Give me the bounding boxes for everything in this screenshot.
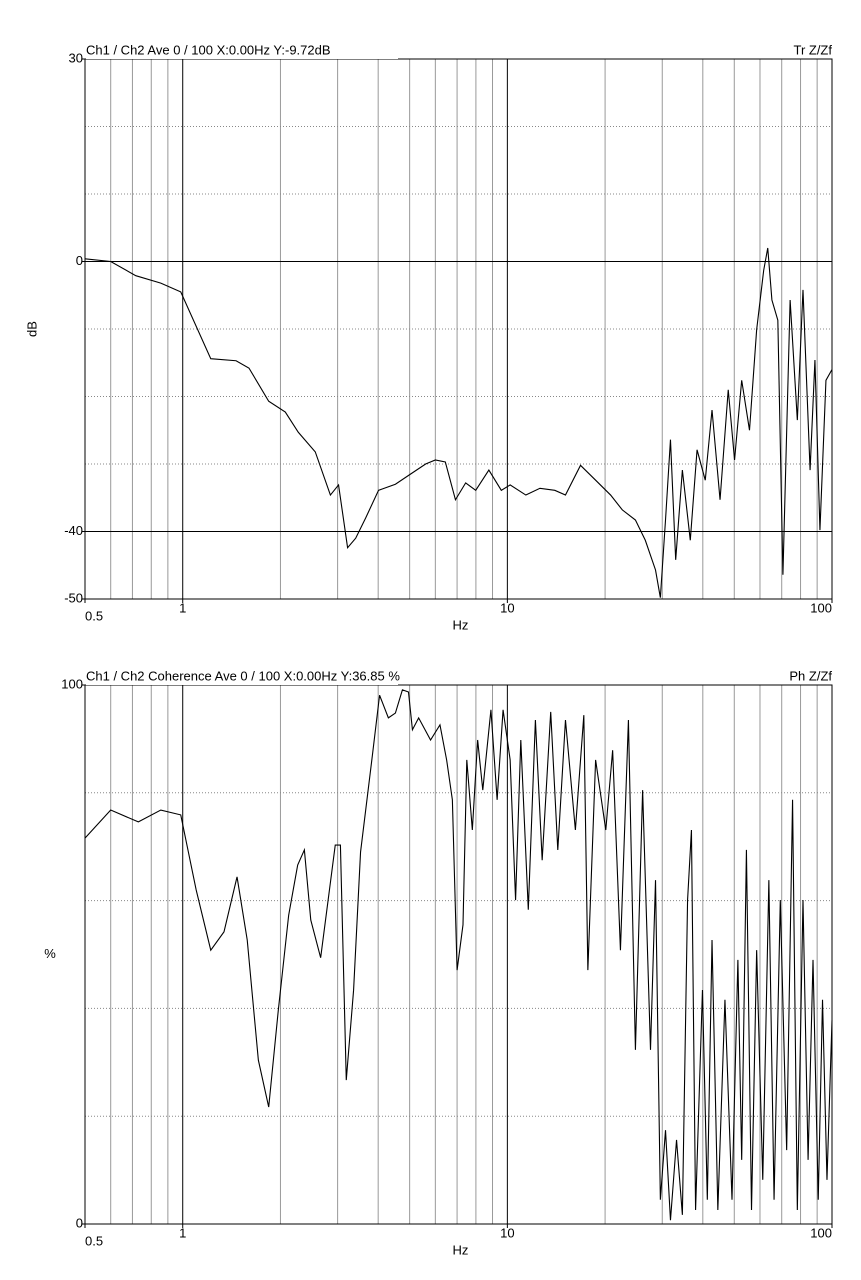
y-tick-label: 100 (61, 676, 83, 691)
title-backdrop (86, 669, 398, 685)
y-tick-label: -40 (64, 523, 83, 538)
plot-frame (84, 58, 833, 600)
x-tick-label: 100 (810, 1225, 832, 1240)
title-backdrop (86, 43, 398, 59)
x-tick-label: 100 (810, 600, 832, 615)
x-axis-label: Hz (453, 1242, 469, 1257)
chart-subtitle: Ph Z/Zf (789, 668, 832, 683)
y-tick-label: 0 (76, 1215, 83, 1230)
y-axis-label: dB (24, 321, 39, 337)
y-tick-label: 0 (76, 253, 83, 268)
x-tick-label: 0.5 (85, 608, 103, 623)
x-tick-label: 0.5 (85, 1233, 103, 1248)
data-line (84, 247, 833, 598)
y-axis-label: % (44, 946, 56, 961)
plot-frame (84, 684, 833, 1225)
y-tick-label: 30 (69, 50, 83, 65)
x-tick-label: 1 (179, 1225, 186, 1240)
x-tick-label: 1 (179, 600, 186, 615)
y-tick-label: -50 (64, 590, 83, 605)
chart-title: Ch1 / Ch2 Ave 0 / 100 X:0.00Hz Y:-9.72dB (86, 42, 331, 57)
chart-title: Ch1 / Ch2 Coherence Ave 0 / 100 X:0.00Hz… (86, 668, 400, 683)
x-tick-label: 10 (500, 600, 514, 615)
data-line (84, 689, 833, 1221)
x-tick-label: 10 (500, 1225, 514, 1240)
x-axis-label: Hz (453, 617, 469, 632)
chart-subtitle: Tr Z/Zf (793, 42, 832, 57)
